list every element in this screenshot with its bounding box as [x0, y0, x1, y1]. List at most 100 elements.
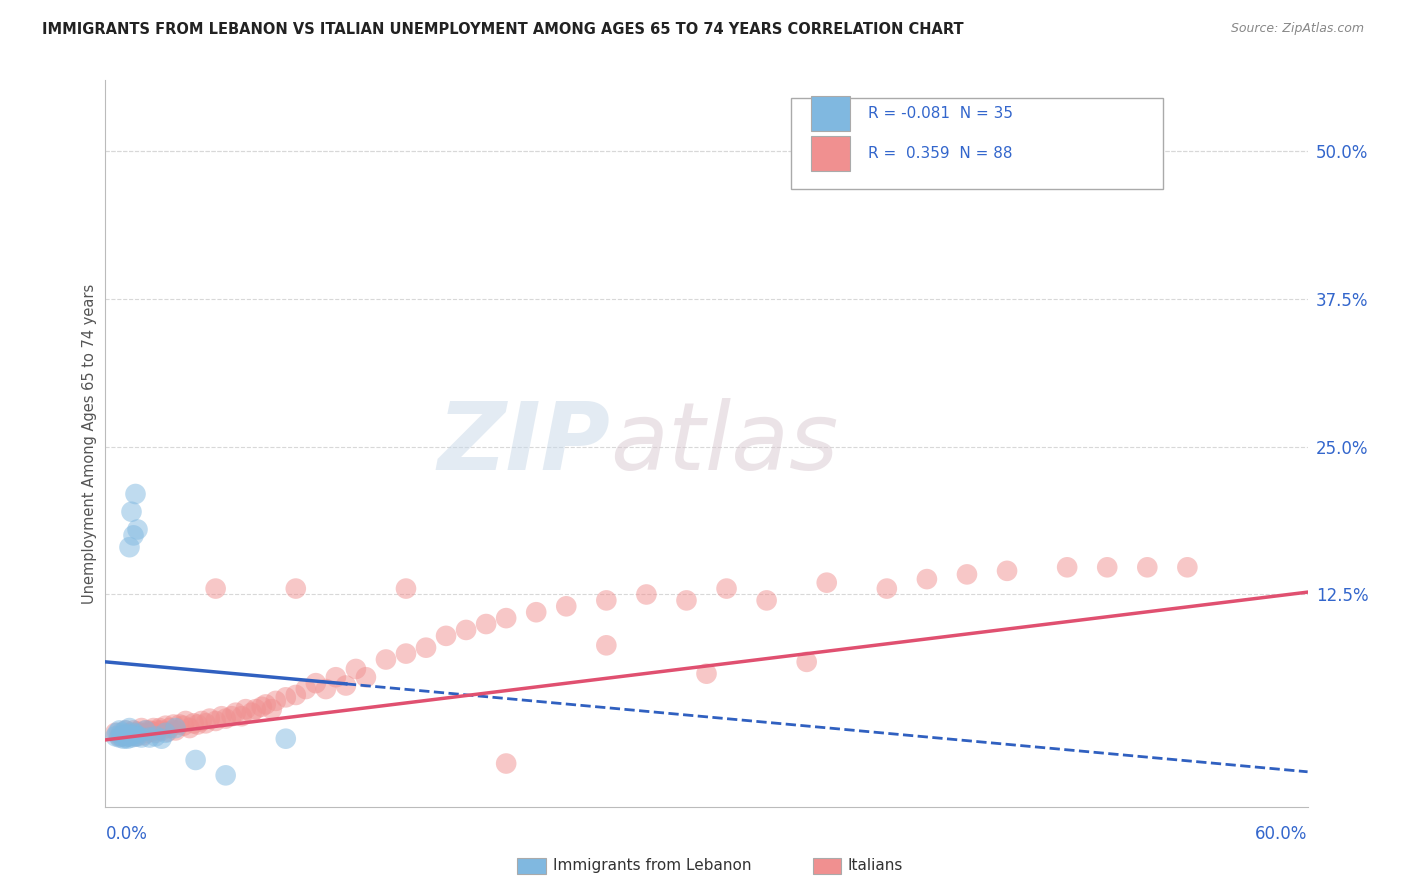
Point [127, 724, 149, 739]
Point [121, 505, 143, 519]
Point [122, 723, 145, 738]
Point [118, 540, 141, 554]
Point [204, 714, 226, 728]
Point [204, 582, 226, 596]
Point [716, 582, 738, 596]
Point [245, 702, 267, 716]
Point [194, 716, 217, 731]
Point [221, 709, 243, 723]
Point [114, 731, 136, 745]
Point [155, 719, 177, 733]
Point [131, 731, 153, 745]
Text: ZIP: ZIP [437, 398, 610, 490]
Point [274, 731, 297, 746]
Point [114, 723, 136, 738]
Point [595, 638, 617, 652]
Text: Immigrants from Lebanon: Immigrants from Lebanon [553, 858, 751, 872]
Point [1056, 560, 1078, 574]
Point [315, 681, 337, 696]
Point [131, 721, 153, 735]
Point [214, 768, 236, 782]
Point [142, 721, 165, 735]
Point [183, 716, 205, 731]
Point [254, 698, 277, 712]
Text: 0.0%: 0.0% [105, 825, 148, 843]
Point [344, 662, 367, 676]
Point [415, 640, 437, 655]
Point [595, 593, 617, 607]
Point [354, 670, 377, 684]
Point [184, 753, 207, 767]
Point [112, 728, 135, 742]
Point [225, 706, 247, 720]
Point [796, 655, 818, 669]
Point [1136, 560, 1159, 574]
Point [198, 712, 221, 726]
Point [956, 567, 979, 582]
Point [124, 729, 146, 743]
Point [124, 727, 146, 741]
Text: Italians: Italians [848, 858, 903, 872]
Point [325, 670, 347, 684]
Point [145, 726, 167, 740]
Point [132, 728, 155, 742]
Point [104, 729, 127, 743]
Point [876, 582, 898, 596]
FancyBboxPatch shape [790, 98, 1163, 189]
Point [274, 690, 297, 705]
Point [173, 719, 195, 733]
Point [108, 731, 131, 745]
Point [211, 709, 233, 723]
Point [138, 723, 160, 738]
Text: R = -0.081  N = 35: R = -0.081 N = 35 [868, 106, 1012, 121]
Point [260, 702, 283, 716]
Point [121, 731, 143, 745]
Point [284, 582, 307, 596]
Point [128, 726, 150, 740]
Y-axis label: Unemployment Among Ages 65 to 74 years: Unemployment Among Ages 65 to 74 years [82, 284, 97, 604]
Point [696, 666, 718, 681]
Point [127, 729, 149, 743]
Point [434, 629, 457, 643]
Point [165, 721, 187, 735]
Point [121, 728, 143, 742]
Point [335, 679, 357, 693]
Point [124, 487, 146, 501]
Point [148, 721, 170, 735]
Point [108, 729, 131, 743]
Point [815, 575, 838, 590]
Point [124, 729, 146, 743]
Bar [811, 136, 849, 171]
Point [145, 729, 167, 743]
Point [284, 688, 307, 702]
Point [169, 717, 191, 731]
Point [150, 731, 173, 746]
Point [112, 728, 135, 742]
Text: R =  0.359  N = 88: R = 0.359 N = 88 [868, 146, 1012, 161]
Point [165, 723, 187, 738]
Point [162, 717, 184, 731]
Point [395, 582, 418, 596]
Point [104, 726, 127, 740]
Point [915, 572, 938, 586]
Point [146, 723, 169, 738]
Text: Source: ZipAtlas.com: Source: ZipAtlas.com [1230, 22, 1364, 36]
Point [995, 564, 1018, 578]
Point [107, 726, 129, 740]
Point [187, 717, 209, 731]
Point [122, 726, 145, 740]
Point [214, 712, 236, 726]
Point [117, 729, 139, 743]
Point [117, 727, 139, 741]
Point [1177, 560, 1199, 574]
Point [110, 729, 132, 743]
Point [190, 714, 212, 728]
Text: 60.0%: 60.0% [1256, 825, 1308, 843]
Point [121, 728, 143, 742]
Bar [811, 96, 849, 131]
Point [141, 724, 163, 739]
Point [108, 723, 131, 738]
Point [295, 681, 318, 696]
Point [524, 605, 547, 619]
Point [475, 617, 498, 632]
